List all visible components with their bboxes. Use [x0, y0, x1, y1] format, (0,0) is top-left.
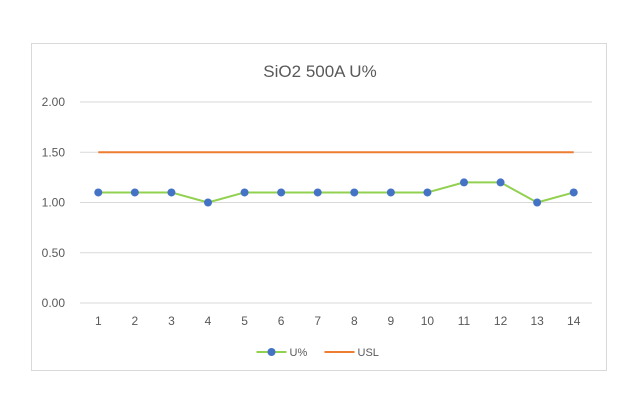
x-axis-ticks: 1 2 3 4 5 6 7 8 9 10 11 12 13 14 — [95, 314, 581, 328]
data-point — [569, 188, 578, 197]
data-point — [386, 188, 395, 197]
x-tick-label: 3 — [168, 314, 175, 328]
x-tick-label: 2 — [132, 314, 139, 328]
gridlines — [80, 101, 592, 304]
y-tick-label: 2.00 — [42, 95, 66, 109]
x-tick-label: 12 — [494, 314, 508, 328]
x-tick-label: 4 — [205, 314, 212, 328]
data-point — [130, 188, 139, 197]
x-tick-label: 13 — [530, 314, 544, 328]
data-point — [240, 188, 249, 197]
y-tick-label: 1.00 — [42, 196, 66, 210]
x-tick-label: 7 — [314, 314, 321, 328]
chart-title: SiO2 500A U% — [263, 62, 376, 81]
series-group — [94, 151, 578, 207]
x-tick-label: 8 — [351, 314, 358, 328]
x-tick-label: 6 — [278, 314, 285, 328]
data-point — [277, 188, 286, 197]
x-tick-label: 9 — [388, 314, 395, 328]
legend-label: USL — [358, 347, 379, 359]
data-point — [533, 198, 542, 207]
data-point — [204, 198, 212, 207]
x-tick-label: 14 — [567, 314, 581, 328]
chart-area — [31, 43, 607, 371]
x-tick-label: 5 — [241, 314, 248, 328]
data-point — [167, 188, 176, 197]
legend-item: USL — [324, 347, 379, 359]
data-point — [496, 178, 505, 187]
data-point — [423, 188, 432, 197]
data-point — [94, 188, 103, 197]
legend-label: U% — [290, 347, 308, 359]
y-tick-label: 0.50 — [42, 246, 66, 260]
data-point — [460, 178, 468, 187]
data-point — [350, 188, 359, 197]
legend-item: U% — [256, 347, 308, 359]
y-axis-ticks: 0.00 0.50 1.00 1.50 2.00 — [42, 95, 66, 310]
series-u- — [94, 178, 578, 207]
x-tick-label: 10 — [421, 314, 435, 328]
x-tick-label: 1 — [95, 314, 102, 328]
y-tick-label: 1.50 — [42, 145, 66, 159]
data-point — [313, 188, 322, 197]
legend: U% USL — [256, 347, 379, 359]
y-tick-label: 0.00 — [42, 296, 66, 310]
series-line — [98, 181, 574, 204]
legend-marker — [267, 348, 276, 356]
x-tick-label: 11 — [458, 314, 471, 328]
